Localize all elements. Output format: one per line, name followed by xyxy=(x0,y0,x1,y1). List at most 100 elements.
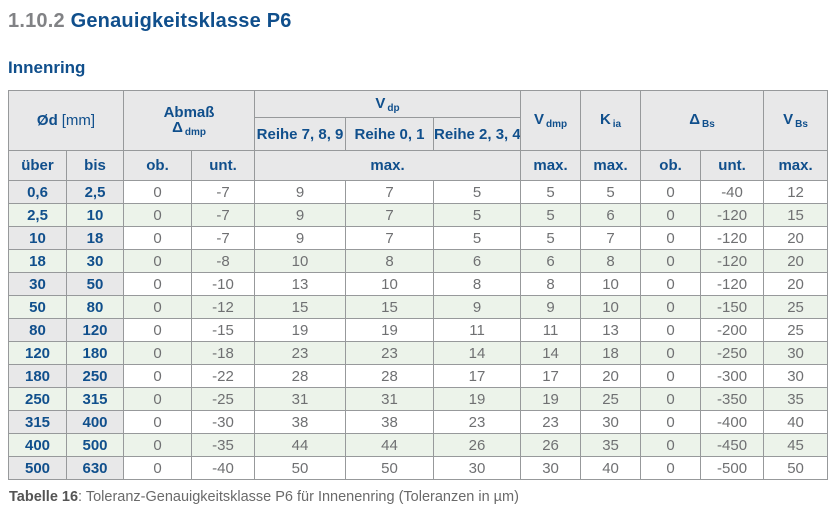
table-row: 315 400 0 -30 38 38 23 23 30 0 -400 40 xyxy=(8,410,829,434)
tolerance-value-cell: 23 xyxy=(345,341,435,365)
table-row: 50 80 0 -12 15 15 9 9 10 0 -150 25 xyxy=(8,295,829,319)
section-number: 1.10.2 xyxy=(8,10,65,32)
tolerance-value-cell: 30 xyxy=(433,456,522,480)
tolerance-value-cell: 30 xyxy=(763,364,829,388)
tolerance-value-cell: 0 xyxy=(123,410,193,434)
col-header-reihe-789: Reihe 7, 8, 9 xyxy=(254,117,347,151)
table-body: 0,6 2,5 0 -7 9 7 5 5 5 0 -40 12 2,5 10 0 -7 9 7 5 5 6 0 -120 15… xyxy=(8,180,829,480)
tolerance-value-cell: 8 xyxy=(345,249,435,273)
tolerance-value-cell: 0 xyxy=(640,180,702,204)
diameter-range-cell: 80 xyxy=(8,318,67,342)
tolerance-value-cell: 5 xyxy=(520,226,582,250)
tolerance-value-cell: 5 xyxy=(433,226,522,250)
diameter-range-cell: 250 xyxy=(65,364,125,388)
tolerance-value-cell: 0 xyxy=(640,272,702,296)
tolerance-value-cell: -10 xyxy=(191,272,256,296)
table-row: 500 630 0 -40 50 50 30 30 40 0 -500 50 xyxy=(8,456,829,480)
tolerance-value-cell: 35 xyxy=(580,433,642,457)
col-header-dbs: Δ Bs xyxy=(640,90,765,151)
tolerance-value-cell: -15 xyxy=(191,318,256,342)
tolerance-value-cell: 30 xyxy=(763,341,829,365)
tolerance-value-cell: 0 xyxy=(123,180,193,204)
tolerance-value-cell: 25 xyxy=(763,318,829,342)
tolerance-value-cell: -30 xyxy=(191,410,256,434)
tolerance-value-cell: 5 xyxy=(433,203,522,227)
tolerance-value-cell: -250 xyxy=(700,341,765,365)
tolerance-value-cell: 5 xyxy=(520,203,582,227)
tolerance-value-cell: 19 xyxy=(254,318,347,342)
diameter-range-cell: 180 xyxy=(8,364,67,388)
caption-label: Tabelle 16 xyxy=(9,489,79,505)
diameter-range-cell: 10 xyxy=(8,226,67,250)
diameter-range-cell: 180 xyxy=(65,341,125,365)
diameter-range-cell: 400 xyxy=(8,433,67,457)
tolerance-value-cell: -400 xyxy=(700,410,765,434)
diameter-range-cell: 630 xyxy=(65,456,125,480)
table-row: 30 50 0 -10 13 10 8 8 10 0 -120 20 xyxy=(8,272,829,296)
document-page: 1.10.2 Genauigkeitsklasse P6 Innenring Ø… xyxy=(7,10,829,505)
tolerance-value-cell: 11 xyxy=(433,318,522,342)
tolerance-value-cell: 10 xyxy=(580,295,642,319)
tolerance-value-cell: 40 xyxy=(763,410,829,434)
tolerance-value-cell: 50 xyxy=(254,456,347,480)
tolerance-value-cell: 0 xyxy=(640,226,702,250)
tolerance-value-cell: -450 xyxy=(700,433,765,457)
tolerance-value-cell: 15 xyxy=(345,295,435,319)
header-row-reihe: Reihe 7, 8, 9 Reihe 0, 1 Reihe 2, 3, 4 xyxy=(9,117,828,151)
tolerance-value-cell: 0 xyxy=(123,249,193,273)
tolerance-value-cell: -120 xyxy=(700,203,765,227)
col-header-max-vdp: max. xyxy=(254,150,522,181)
table-row: 400 500 0 -35 44 44 26 26 35 0 -450 45 xyxy=(8,433,829,457)
tolerance-value-cell: 14 xyxy=(433,341,522,365)
diameter-range-cell: 18 xyxy=(65,226,125,250)
diameter-range-cell: 500 xyxy=(8,456,67,480)
tolerance-value-cell: 45 xyxy=(763,433,829,457)
tolerance-value-cell: 0 xyxy=(640,387,702,411)
table-row: 80 120 0 -15 19 19 11 11 13 0 -200 25 xyxy=(8,318,829,342)
tolerance-value-cell: 9 xyxy=(254,180,347,204)
diameter-symbol: Ød xyxy=(36,112,58,129)
caption-text: : Toleranz-Genauigkeitsklasse P6 für Inn… xyxy=(78,489,519,505)
section-title: Genauigkeitsklasse P6 xyxy=(70,10,292,32)
tolerance-value-cell: 0 xyxy=(123,226,193,250)
tolerance-value-cell: 23 xyxy=(520,410,582,434)
col-header-reihe-234: Reihe 2, 3, 4 xyxy=(433,117,522,151)
tolerance-value-cell: 19 xyxy=(433,387,522,411)
table-row: 2,5 10 0 -7 9 7 5 5 6 0 -120 15 xyxy=(8,203,829,227)
diameter-range-cell: 0,6 xyxy=(8,180,67,204)
tolerance-value-cell: -7 xyxy=(191,180,256,204)
table-row: 18 30 0 -8 10 8 6 6 8 0 -120 20 xyxy=(8,249,829,273)
tolerance-value-cell: -35 xyxy=(191,433,256,457)
tolerance-value-cell: 15 xyxy=(254,295,347,319)
diameter-range-cell: 315 xyxy=(8,410,67,434)
col-header-ob-abmass: ob. xyxy=(123,150,193,181)
tolerance-value-cell: 20 xyxy=(763,249,829,273)
tolerance-value-cell: 6 xyxy=(520,249,582,273)
tolerance-value-cell: 17 xyxy=(520,364,582,388)
diameter-range-cell: 250 xyxy=(8,387,67,411)
tolerance-value-cell: 14 xyxy=(520,341,582,365)
tolerance-value-cell: 12 xyxy=(763,180,829,204)
tolerance-value-cell: 0 xyxy=(123,364,193,388)
tolerance-value-cell: 11 xyxy=(520,318,582,342)
tolerance-value-cell: -120 xyxy=(700,272,765,296)
col-header-vbs: V Bs xyxy=(763,90,829,151)
tolerance-value-cell: 20 xyxy=(763,226,829,250)
tolerance-value-cell: -8 xyxy=(191,249,256,273)
col-header-reihe-01: Reihe 0, 1 xyxy=(345,117,435,151)
tolerance-value-cell: 10 xyxy=(345,272,435,296)
table-row: 180 250 0 -22 28 28 17 17 20 0 -300 30 xyxy=(8,364,829,388)
diameter-range-cell: 120 xyxy=(8,341,67,365)
diameter-unit: [mm] xyxy=(61,112,96,129)
tolerance-value-cell: 18 xyxy=(580,341,642,365)
tolerance-value-cell: 40 xyxy=(580,456,642,480)
tolerance-value-cell: 6 xyxy=(580,203,642,227)
tolerance-value-cell: 26 xyxy=(433,433,522,457)
tolerance-value-cell: 0 xyxy=(640,456,702,480)
header-row-limits: über bis ob. unt. max. max. max. ob. unt… xyxy=(8,150,829,181)
table-caption: Tabelle 16: Toleranz-Genauigkeitsklasse … xyxy=(9,489,827,505)
tolerance-value-cell: 0 xyxy=(640,249,702,273)
